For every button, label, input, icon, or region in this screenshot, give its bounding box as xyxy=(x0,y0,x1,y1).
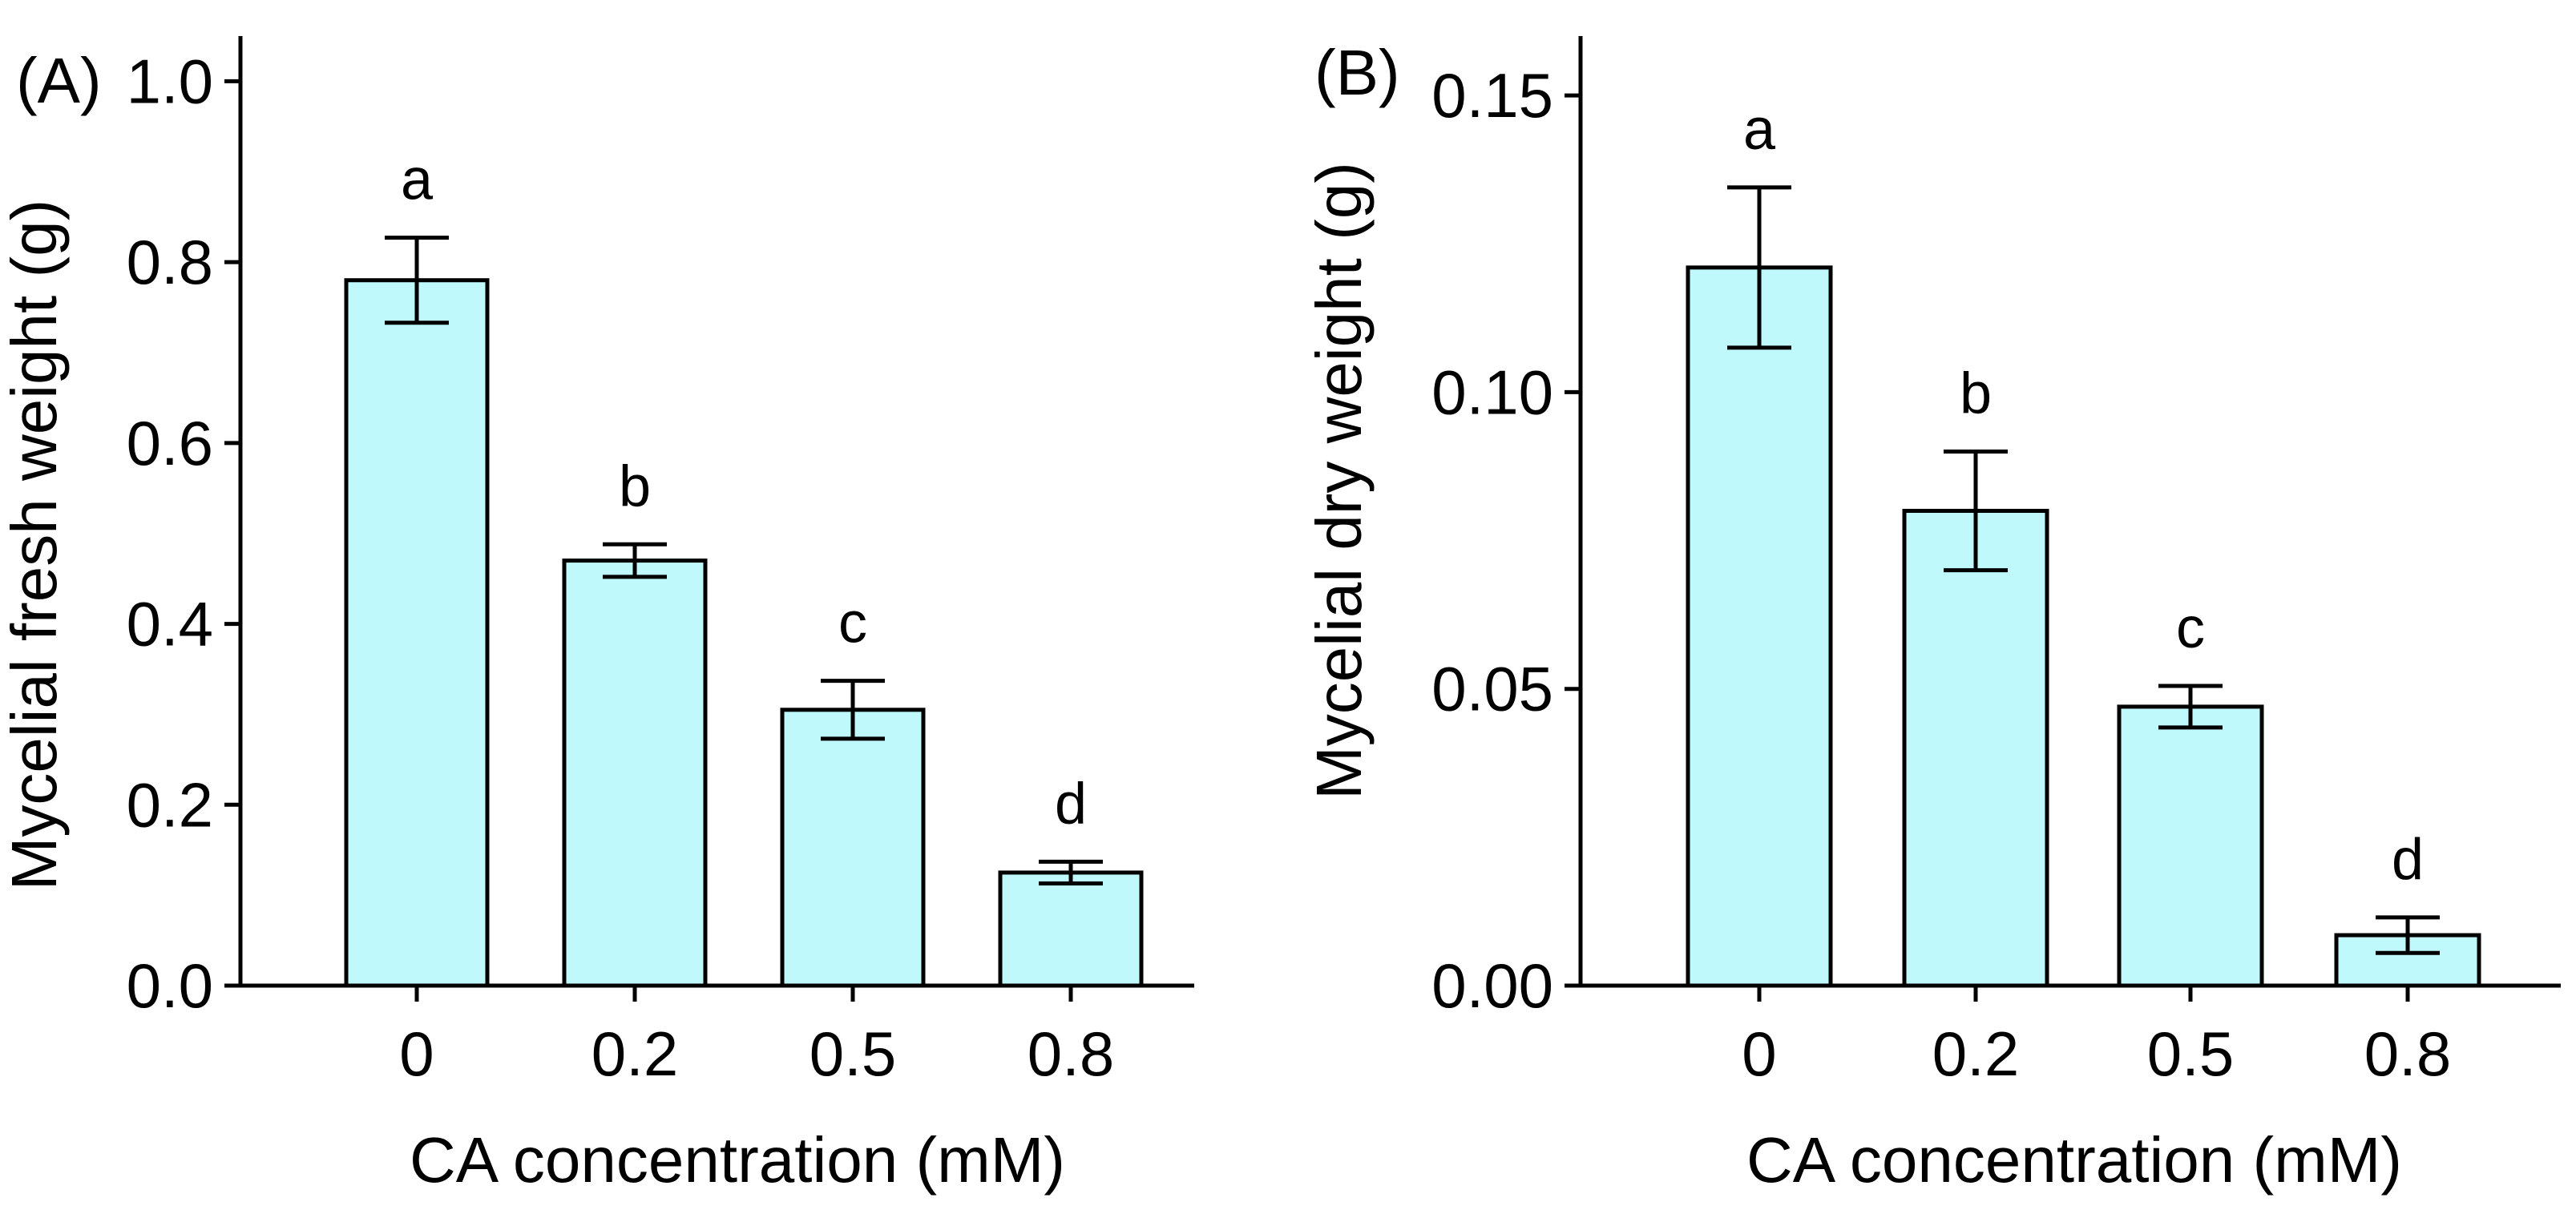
significance-letter: b xyxy=(619,454,651,518)
y-tick-label: 0.8 xyxy=(127,227,213,297)
significance-letter: d xyxy=(2392,828,2424,892)
x-tick-label: 0 xyxy=(1742,1018,1776,1089)
bar xyxy=(344,278,490,988)
bar xyxy=(2117,704,2264,988)
x-tick-label: 0.2 xyxy=(592,1018,678,1089)
significance-letter: b xyxy=(1960,361,1992,425)
bar xyxy=(780,708,926,988)
y-tick-label: 0.6 xyxy=(127,408,213,478)
bar xyxy=(998,870,1144,988)
panel-b-label: (B) xyxy=(1314,37,1400,108)
panel-a-label: (A) xyxy=(16,45,102,116)
panel-a-y-axis-title: Mycelial fresh weight (g) xyxy=(0,200,70,891)
y-tick-label: 0.2 xyxy=(127,769,213,840)
panel-b-bars xyxy=(1686,265,2481,988)
significance-letter: a xyxy=(401,148,434,212)
panel-a: (A) a b c d 0.0 0.2 0.4 0.6 0.8 1.0 0 0.2 0.5 0.8 CA… xyxy=(0,36,1194,1196)
x-tick-label: 0.8 xyxy=(2364,1018,2451,1089)
significance-letter: d xyxy=(1055,772,1087,836)
y-tick-label: 0.05 xyxy=(1431,654,1553,724)
panel-b-x-axis-title: CA concentration (mM) xyxy=(1746,1124,2402,1196)
panel-b-y-axis-title: Mycelial dry weight (g) xyxy=(1303,162,1375,800)
panel-b-significance-letters: a b c d xyxy=(1743,98,2424,892)
y-tick-label: 0.00 xyxy=(1431,950,1553,1021)
panel-b: (B) a b c d 0.00 0.05 0.10 0.15 0 0.2 0.5 0.8 CA c… xyxy=(1303,36,2561,1196)
bar xyxy=(562,559,708,988)
significance-letter: c xyxy=(838,591,867,655)
panel-a-bars xyxy=(344,278,1144,988)
y-tick-label: 0.15 xyxy=(1431,60,1553,131)
x-tick-label: 0.8 xyxy=(1028,1018,1114,1089)
x-tick-label: 0.2 xyxy=(1932,1018,2019,1089)
panel-b-error-bars xyxy=(1727,185,2440,955)
panel-a-ticks: 0.0 0.2 0.4 0.6 0.8 1.0 0 0.2 0.5 0.8 xyxy=(127,46,1115,1089)
x-tick-label: 0 xyxy=(399,1018,434,1089)
panel-a-x-axis-title: CA concentration (mM) xyxy=(410,1124,1065,1196)
y-tick-label: 1.0 xyxy=(127,46,213,116)
panel-a-significance-letters: a b c d xyxy=(401,148,1087,837)
bar xyxy=(1686,265,1833,988)
y-tick-label: 0.0 xyxy=(127,950,213,1021)
panel-a-error-bars xyxy=(385,236,1103,885)
y-tick-label: 0.10 xyxy=(1431,357,1553,427)
significance-letter: a xyxy=(1743,98,1776,162)
bar xyxy=(1902,509,2049,988)
significance-letter: c xyxy=(2176,596,2205,660)
panel-b-ticks: 0.00 0.05 0.10 0.15 0 0.2 0.5 0.8 xyxy=(1431,60,2451,1089)
y-tick-label: 0.4 xyxy=(127,589,213,659)
x-tick-label: 0.5 xyxy=(810,1018,896,1089)
x-tick-label: 0.5 xyxy=(2147,1018,2234,1089)
